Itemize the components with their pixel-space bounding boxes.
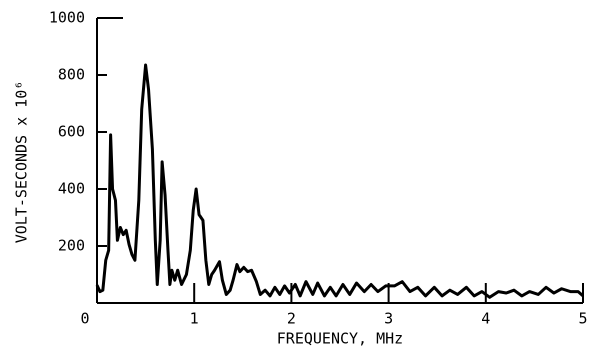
x-tick-label: 0 [80,310,89,328]
y-tick-label: 1000 [49,9,85,27]
x-tick-label: 4 [481,310,490,328]
y-tick-label: 600 [58,123,85,141]
x-axis-label: FREQUENCY, MHz [277,330,403,348]
y-tick-label: 400 [58,180,85,198]
x-tick-label: 1 [190,310,199,328]
x-tick-label: 5 [578,310,587,328]
x-tick-label: 3 [384,310,393,328]
x-tick-label: 2 [287,310,296,328]
y-tick-label: 200 [58,237,85,255]
y-axis-label: VOLT-SECONDS x 10⁶ [13,81,31,244]
y-tick-label: 800 [58,66,85,84]
data-line [95,63,584,299]
